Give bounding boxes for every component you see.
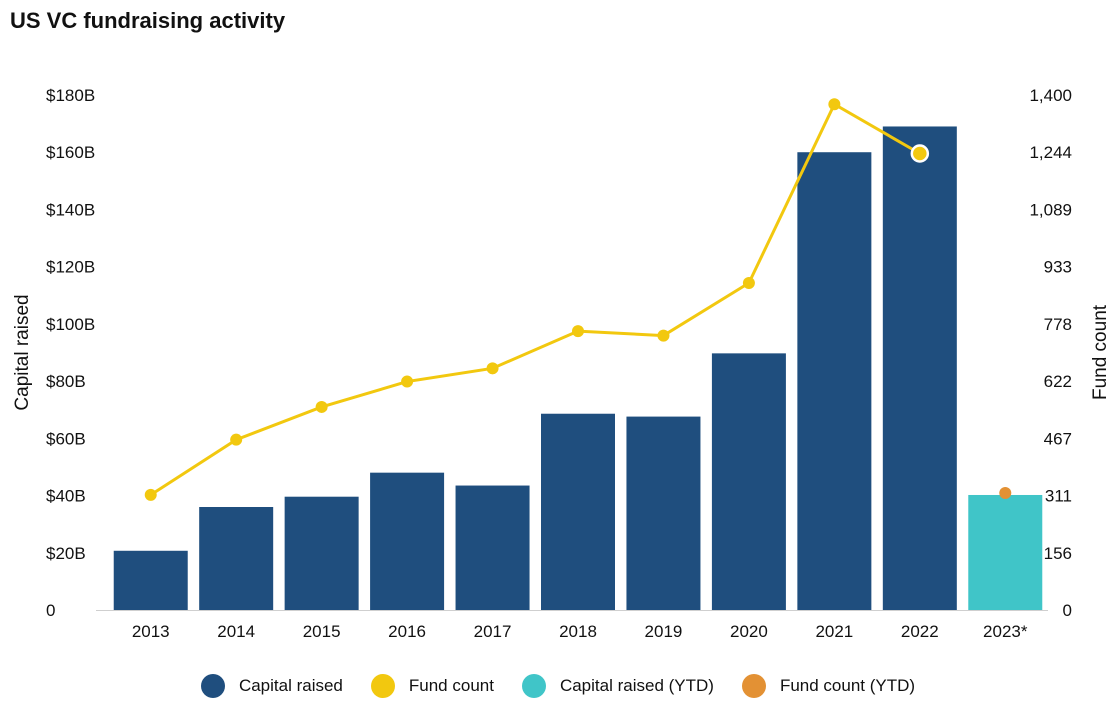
legend-label-capital-raised-ytd: Capital raised (YTD) bbox=[559, 676, 714, 695]
fund-count-ytd-point bbox=[999, 487, 1012, 500]
fund-count-point-2020 bbox=[742, 276, 755, 289]
bar-capital-raised-2018 bbox=[541, 413, 615, 610]
y-tick-label: $20B bbox=[46, 544, 86, 563]
y2-tick-label: 0 bbox=[1063, 601, 1072, 620]
y2-tick-label: 1,244 bbox=[1029, 143, 1072, 162]
y2-tick-label: 467 bbox=[1044, 429, 1072, 448]
y-tick-label: $40B bbox=[46, 487, 86, 506]
x-tick-label: 2021 bbox=[815, 622, 853, 641]
x-tick-label: 2017 bbox=[474, 622, 512, 641]
y2-tick-label: 1,400 bbox=[1029, 86, 1072, 105]
bar-capital-raised-2021 bbox=[797, 152, 872, 610]
fund-count-point-2019 bbox=[657, 329, 670, 342]
fund-count-point-2022 bbox=[910, 144, 930, 163]
fund-count-line bbox=[149, 102, 921, 497]
legend-label-fund-count: Fund count bbox=[408, 676, 494, 695]
y-tick-label: $120B bbox=[46, 258, 95, 277]
chart-title: US VC fundraising activity bbox=[10, 8, 286, 33]
bar-capital-raised-2016 bbox=[370, 472, 445, 610]
x-tick-label: 2020 bbox=[730, 622, 768, 641]
fund-count-point-2014 bbox=[230, 433, 243, 446]
legend-swatch-capital-raised-ytd bbox=[521, 674, 546, 698]
y2-tick-label: 1,089 bbox=[1029, 200, 1072, 219]
legend-swatch-capital-raised bbox=[200, 674, 225, 698]
fund-count-point-2018 bbox=[572, 325, 584, 338]
bar-capital-raised-2015 bbox=[284, 496, 359, 610]
y-tick-label: $180B bbox=[46, 86, 95, 105]
x-tick-label: 2023* bbox=[983, 622, 1028, 641]
x-tick-label: 2014 bbox=[217, 622, 255, 641]
x-tick-label: 2022 bbox=[901, 622, 939, 641]
fund-count-point-2017 bbox=[486, 362, 499, 375]
bar-capital-raised-2020 bbox=[711, 353, 786, 610]
y2-tick-label: 933 bbox=[1044, 258, 1072, 277]
fund-count-point-2016 bbox=[401, 375, 414, 388]
y-tick-label: $160B bbox=[46, 143, 95, 162]
bar-capital-raised-2022 bbox=[882, 126, 957, 610]
legend-item-fund-count: Fund count bbox=[370, 674, 494, 698]
legend-swatch-fund-count bbox=[370, 674, 395, 698]
x-tick-label: 2015 bbox=[303, 622, 341, 641]
y-tick-label: $100B bbox=[46, 315, 95, 334]
y2-tick-label: 778 bbox=[1044, 315, 1072, 334]
fund-count-point-2015 bbox=[315, 400, 328, 413]
y-tick-label: $140B bbox=[46, 200, 95, 219]
y2-axis-title: Fund count bbox=[1090, 304, 1111, 400]
bar-capital-raised-2014 bbox=[199, 507, 274, 610]
x-tick-label: 2019 bbox=[645, 622, 683, 641]
y-tick-label: $60B bbox=[46, 429, 86, 448]
chart: 0 $20B $40B $60B $80B $100B $120B $140B $160B $18… bbox=[12, 86, 1111, 641]
bar-capital-raised-2019 bbox=[626, 416, 701, 610]
legend-item-capital-raised-ytd: Capital raised (YTD) bbox=[521, 674, 714, 698]
bar-capital-raised-ytd--2023 bbox=[968, 494, 1043, 610]
y2-tick-label: 311 bbox=[1045, 487, 1072, 506]
y2-tick-label: 156 bbox=[1044, 544, 1072, 563]
bar-capital-raised-2013 bbox=[113, 550, 188, 610]
bar-capital-raised-2017 bbox=[455, 485, 530, 610]
y2-tick-label: 622 bbox=[1044, 372, 1072, 391]
y-tick-label: $80B bbox=[46, 372, 86, 391]
y-tick-label: 0 bbox=[46, 601, 55, 620]
x-tick-label: 2016 bbox=[388, 622, 426, 641]
legend-label-fund-count-ytd: Fund count (YTD) bbox=[779, 676, 916, 695]
legend-item-capital-raised: Capital raised bbox=[200, 674, 343, 698]
legend-label-capital-raised: Capital raised bbox=[238, 676, 343, 695]
x-tick-label: 2013 bbox=[132, 622, 170, 641]
legend: Capital raised Fund count Capital raised… bbox=[0, 674, 1116, 698]
x-tick-label: 2018 bbox=[559, 622, 597, 641]
legend-item-fund-count-ytd: Fund count (YTD) bbox=[741, 674, 916, 698]
y-axis-title: Capital raised bbox=[12, 294, 33, 410]
legend-swatch-fund-count-ytd bbox=[741, 674, 766, 698]
fund-count-point-2021 bbox=[828, 98, 841, 111]
fund-count-point-2013 bbox=[144, 488, 157, 501]
